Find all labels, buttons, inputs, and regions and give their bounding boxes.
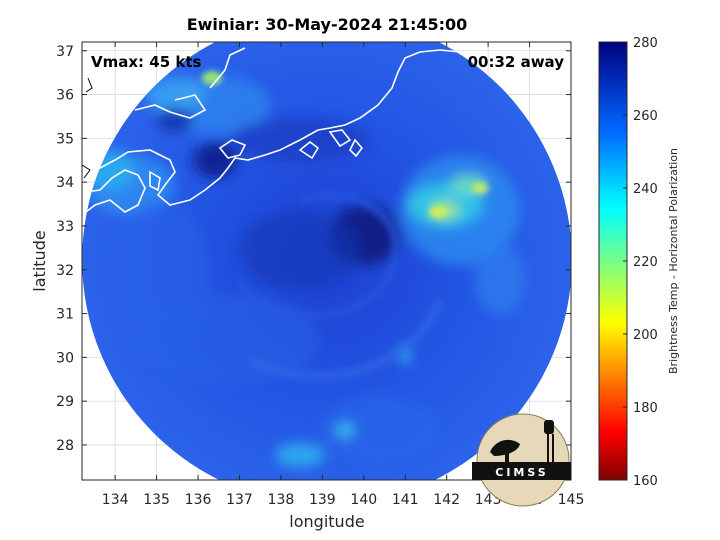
colorbar-tick-label: 260 xyxy=(633,109,658,124)
colorbar-tick-label: 220 xyxy=(633,255,658,270)
x-tick-label: 142 xyxy=(433,492,460,508)
vmax-annotation: Vmax: 45 kts xyxy=(91,53,201,71)
y-axis-label: latitude xyxy=(30,230,49,291)
colorbar-scale xyxy=(598,41,628,481)
x-axis-label: longitude xyxy=(289,512,364,531)
water-tower-icon xyxy=(544,420,554,434)
x-tick-label: 136 xyxy=(185,492,212,508)
x-tick-label: 134 xyxy=(102,492,129,508)
detail-layer xyxy=(202,71,488,381)
y-tick-label: 31 xyxy=(56,307,74,323)
y-tick-marks: 37 36 35 34 33 32 31 30 29 28 xyxy=(56,44,571,454)
x-tick-label: 138 xyxy=(268,492,295,508)
y-tick-label: 32 xyxy=(56,263,74,279)
logo-text: CIMSS xyxy=(495,466,548,479)
y-tick-label: 29 xyxy=(56,394,74,410)
colorbar-tick-label: 240 xyxy=(633,182,658,197)
y-tick-label: 30 xyxy=(56,350,74,366)
chart-title: Ewiniar: 30-May-2024 21:45:00 xyxy=(187,15,468,34)
colorbar-tick-label: 200 xyxy=(633,328,658,343)
x-tick-label: 139 xyxy=(309,492,336,508)
cimss-logo: CIMSS xyxy=(472,413,571,507)
x-tick-label: 145 xyxy=(558,492,585,508)
x-tick-label: 137 xyxy=(226,492,253,508)
y-tick-label: 28 xyxy=(56,438,74,454)
brightness-temperature-disk xyxy=(82,42,571,480)
colorbar-label: Brightness Temp - Horizontal Polarizatio… xyxy=(667,148,680,374)
coastline-fragment xyxy=(81,164,91,179)
x-tick-label: 140 xyxy=(350,492,377,508)
y-tick-label: 36 xyxy=(56,88,74,104)
y-tick-label: 37 xyxy=(56,44,74,60)
x-tick-label: 141 xyxy=(392,492,419,508)
colorbar-ticks: 280 260 240 220 200 180 160 xyxy=(623,36,658,489)
time-away-annotation: 00:32 away xyxy=(468,53,565,71)
y-tick-label: 34 xyxy=(56,175,74,191)
colorbar-tick-label: 160 xyxy=(633,474,658,489)
texture-layer xyxy=(85,75,525,467)
colorbar: 280 260 240 220 200 180 160 Brightness Temp - … xyxy=(598,36,680,489)
y-tick-label: 33 xyxy=(56,219,74,235)
satellite-dish-icon xyxy=(490,439,520,456)
colorbar-tick-label: 180 xyxy=(633,401,658,416)
y-tick-label: 35 xyxy=(56,131,74,147)
coastline-fragment xyxy=(85,77,93,93)
coastlines xyxy=(82,47,461,216)
plot-area: 134135136137138139140141142143144145 373… xyxy=(56,41,585,508)
plot-frame xyxy=(81,41,572,481)
x-tick-label: 135 xyxy=(143,492,170,508)
colorbar-tick-label: 280 xyxy=(633,36,658,51)
